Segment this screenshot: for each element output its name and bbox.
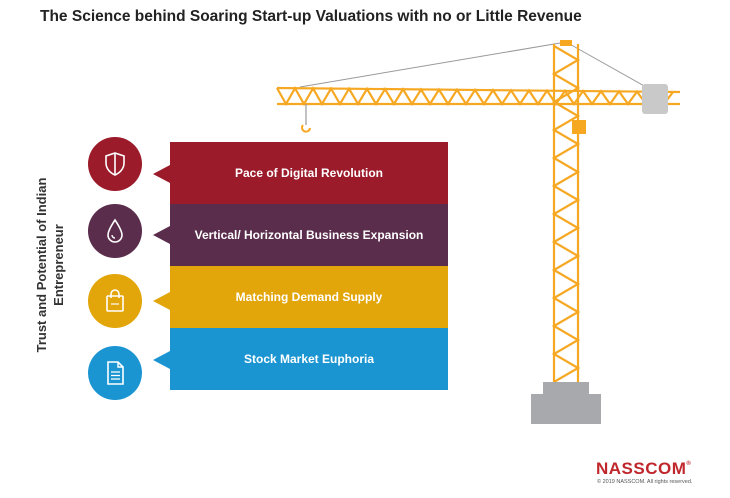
copyright-text: © 2019 NASSCOM. All rights reserved. (597, 479, 693, 485)
brand-mark: ® (686, 461, 692, 467)
shopping-bag-icon (88, 274, 142, 328)
mast-top (560, 40, 572, 46)
shield-icon (88, 137, 142, 191)
crane-jib (276, 85, 681, 107)
hook-icon (301, 124, 311, 133)
item-vertical-horizontal-business-expansion: Vertical/ Horizontal Business Expansion (170, 204, 448, 266)
pointer-arrow (153, 351, 170, 369)
crane-base-top (543, 382, 589, 394)
drop-icon (88, 204, 142, 258)
item-label: Stock Market Euphoria (243, 352, 375, 366)
crane-mast (551, 44, 581, 383)
item-matching-demand-supply: Matching Demand Supply (170, 266, 448, 328)
item-label: Pace of Digital Revolution (234, 166, 384, 180)
counterweight (642, 84, 668, 114)
pointer-arrow (153, 292, 170, 310)
item-pace-of-digital-revolution: Pace of Digital Revolution (170, 142, 448, 204)
brand-name: NASSCOM (596, 459, 687, 478)
crane-base (531, 394, 601, 424)
document-icon (88, 346, 142, 400)
pointer-arrow (153, 226, 170, 244)
item-label: Matching Demand Supply (235, 290, 383, 304)
pointer-arrow (153, 165, 170, 183)
item-label: Vertical/ Horizontal Business Expansion (194, 228, 424, 242)
brand-logo: NASSCOM® (596, 459, 691, 479)
item-stock-market-euphoria: Stock Market Euphoria (170, 328, 448, 390)
page-title: The Science behind Soaring Start-up Valu… (40, 8, 582, 25)
